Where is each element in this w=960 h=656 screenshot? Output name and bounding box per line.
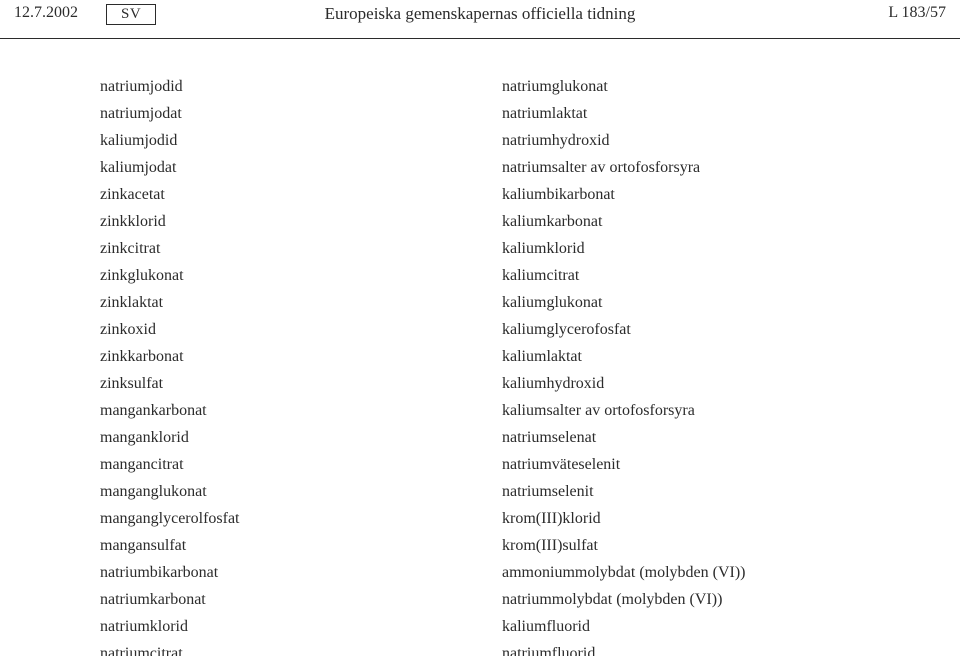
list-item: kaliumfluorid — [502, 613, 746, 640]
list-item: krom(III)klorid — [502, 505, 746, 532]
list-item: krom(III)sulfat — [502, 532, 746, 559]
list-item: kaliumsalter av ortofosforsyra — [502, 397, 746, 424]
list-item: zinkkarbonat — [100, 343, 502, 370]
header-rule — [0, 38, 960, 39]
list-item: natriumjodat — [100, 100, 502, 127]
list-item: natriumbikarbonat — [100, 559, 502, 586]
header: 12.7.2002 SV Europeiska gemenskapernas o… — [0, 4, 960, 32]
list-item: manganglukonat — [100, 478, 502, 505]
list-item: zinksulfat — [100, 370, 502, 397]
list-item: zinklaktat — [100, 289, 502, 316]
list-item: zinkacetat — [100, 181, 502, 208]
list-item: mangansulfat — [100, 532, 502, 559]
header-title: Europeiska gemenskapernas officiella tid… — [0, 4, 960, 24]
list-item: kaliumkarbonat — [502, 208, 746, 235]
list-item: natriummolybdat (molybden (VI)) — [502, 586, 746, 613]
list-item: natriumsalter av ortofosforsyra — [502, 154, 746, 181]
column-right: natriumglukonatnatriumlaktatnatriumhydro… — [502, 73, 746, 656]
list-item: kaliumbikarbonat — [502, 181, 746, 208]
list-item: natriumselenat — [502, 424, 746, 451]
columns: natriumjodidnatriumjodatkaliumjodidkaliu… — [0, 73, 960, 656]
list-item: natriumväteselenit — [502, 451, 746, 478]
list-item: natriumhydroxid — [502, 127, 746, 154]
list-item: natriumfluorid — [502, 640, 746, 656]
list-item: kaliumglycerofosfat — [502, 316, 746, 343]
list-item: natriumselenit — [502, 478, 746, 505]
list-item: kaliumlaktat — [502, 343, 746, 370]
list-item: natriumlaktat — [502, 100, 746, 127]
list-item: mangancitrat — [100, 451, 502, 478]
list-item: zinkklorid — [100, 208, 502, 235]
list-item: manganglycerolfosfat — [100, 505, 502, 532]
header-pageref: L 183/57 — [888, 4, 946, 22]
list-item: zinkoxid — [100, 316, 502, 343]
list-item: kaliumglukonat — [502, 289, 746, 316]
list-item: zinkglukonat — [100, 262, 502, 289]
page: { "header": { "date": "12.7.2002", "lang… — [0, 4, 960, 656]
list-item: natriumklorid — [100, 613, 502, 640]
list-item: kaliumcitrat — [502, 262, 746, 289]
list-item: mangankarbonat — [100, 397, 502, 424]
list-item: ammoniummolybdat (molybden (VI)) — [502, 559, 746, 586]
list-item: kaliumklorid — [502, 235, 746, 262]
list-item: natriumcitrat — [100, 640, 502, 656]
list-item: manganklorid — [100, 424, 502, 451]
list-item: kaliumjodat — [100, 154, 502, 181]
list-item: zinkcitrat — [100, 235, 502, 262]
list-item: natriumglukonat — [502, 73, 746, 100]
column-left: natriumjodidnatriumjodatkaliumjodidkaliu… — [100, 73, 502, 656]
list-item: natriumjodid — [100, 73, 502, 100]
list-item: natriumkarbonat — [100, 586, 502, 613]
list-item: kaliumhydroxid — [502, 370, 746, 397]
list-item: kaliumjodid — [100, 127, 502, 154]
